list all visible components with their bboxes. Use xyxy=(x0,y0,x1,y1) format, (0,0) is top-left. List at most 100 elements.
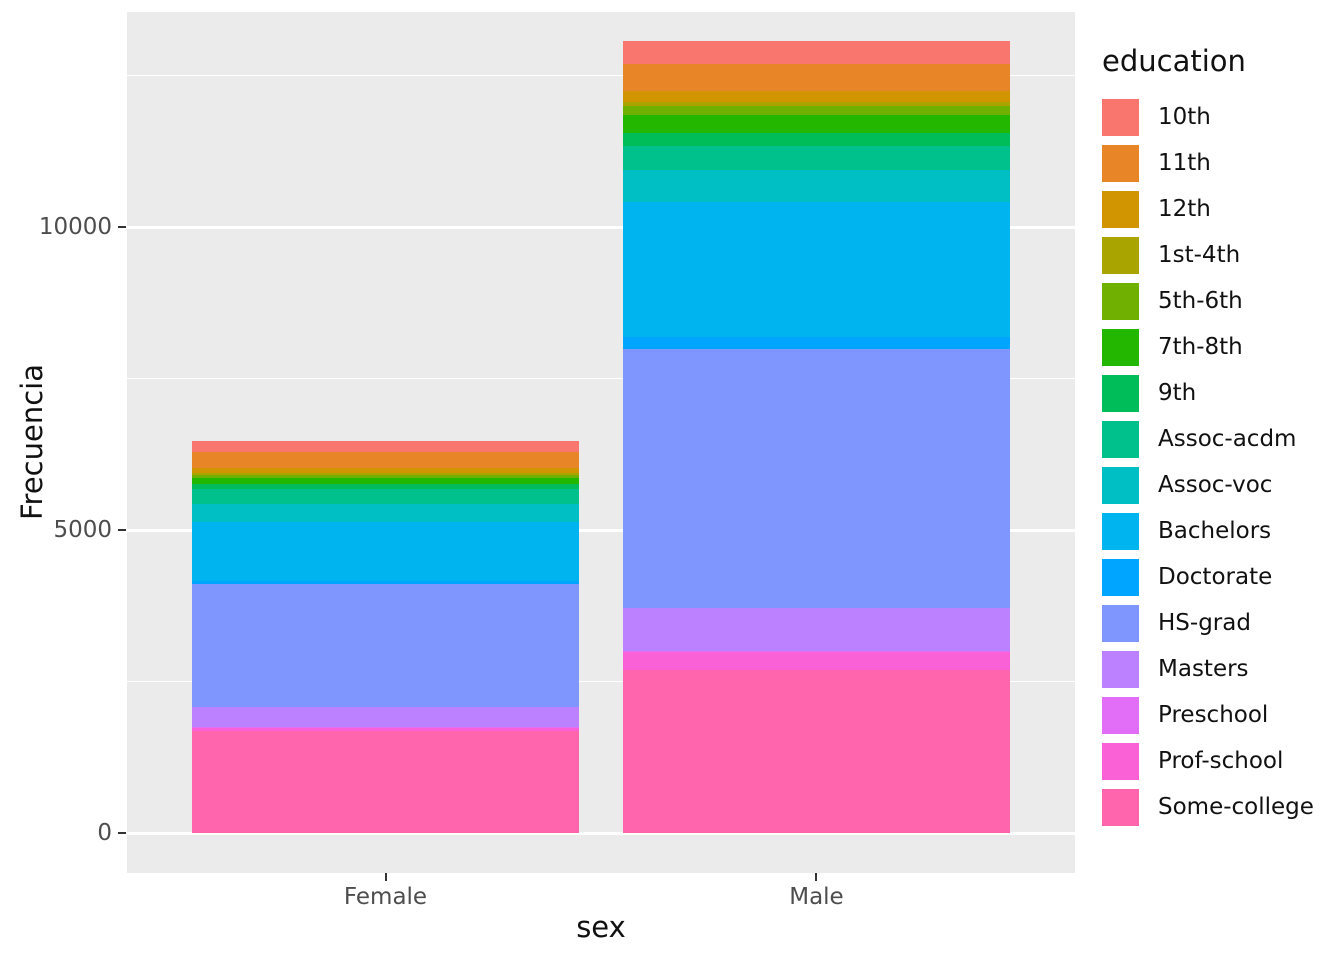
legend-item-7th-8th: 7th-8th xyxy=(1102,324,1314,370)
legend-item-bachelors: Bachelors xyxy=(1102,508,1314,554)
legend-item-assoc-acdm: Assoc-acdm xyxy=(1102,416,1314,462)
legend-item-masters: Masters xyxy=(1102,646,1314,692)
bar-segment-female-11th xyxy=(191,452,580,468)
legend-swatch-preschool xyxy=(1102,696,1139,734)
bar-female xyxy=(191,441,580,833)
bar-segment-male-preschool xyxy=(622,651,1011,653)
legend-swatch-bachelors xyxy=(1102,512,1139,550)
legend-items: 10th 11th 12th 1st-4th 5th-6th 7th-8th 9th Asso… xyxy=(1102,94,1314,830)
legend-swatch-masters xyxy=(1102,650,1139,688)
bar-segment-female-preschool xyxy=(191,726,580,728)
bar-segment-male-7th-8th xyxy=(622,114,1011,133)
legend-swatch-assoc-acdm xyxy=(1102,420,1139,458)
x-tick-label: Male xyxy=(789,884,844,910)
legend-label: 10th xyxy=(1158,104,1211,130)
legend-item-prof-school: Prof-school xyxy=(1102,738,1314,784)
bar-segment-male-assoc-acdm xyxy=(622,146,1011,170)
legend-label: Assoc-acdm xyxy=(1158,426,1297,452)
legend-swatch-assoc-voc xyxy=(1102,466,1139,504)
bar-segment-female-bachelors xyxy=(191,522,580,582)
bar-segment-male-11th xyxy=(622,64,1011,92)
legend-label: Doctorate xyxy=(1158,564,1273,590)
gridline-minor xyxy=(127,680,1075,683)
bar-segment-male-10th xyxy=(622,40,1011,65)
legend-label: Preschool xyxy=(1158,702,1269,728)
legend-swatch-doctorate xyxy=(1102,558,1139,596)
legend-item-doctorate: Doctorate xyxy=(1102,554,1314,600)
bar-segment-male-some-college xyxy=(622,669,1011,833)
gridline-minor xyxy=(127,377,1075,380)
legend-label: 11th xyxy=(1158,150,1211,176)
y-tick-mark xyxy=(118,226,126,229)
legend-item-10th: 10th xyxy=(1102,94,1314,140)
gridline-major xyxy=(127,528,1075,532)
bar-segment-female-assoc-acdm xyxy=(191,488,580,505)
bar-segment-male-prof-school xyxy=(622,652,1011,670)
gridline-major xyxy=(127,225,1075,229)
legend-swatch-hs-grad xyxy=(1102,604,1139,642)
legend-label: HS-grad xyxy=(1158,610,1251,636)
bar-segment-female-9th xyxy=(191,483,580,489)
legend-item-assoc-voc: Assoc-voc xyxy=(1102,462,1314,508)
bar-segment-female-masters xyxy=(191,707,580,727)
y-axis-title: Frecuencia xyxy=(15,363,49,521)
legend-item-9th: 9th xyxy=(1102,370,1314,416)
bar-segment-male-doctorate xyxy=(622,337,1011,350)
y-tick-label: 10000 xyxy=(38,214,112,241)
y-tick-mark xyxy=(118,529,126,532)
legend-swatch-5th-6th xyxy=(1102,282,1139,320)
legend-label: Some-college xyxy=(1158,794,1314,820)
gridline-major xyxy=(127,831,1075,835)
legend-swatch-11th xyxy=(1102,144,1139,182)
legend-label: Bachelors xyxy=(1158,518,1272,544)
legend-title: education xyxy=(1102,44,1246,78)
legend-label: Prof-school xyxy=(1158,748,1284,774)
legend-item-preschool: Preschool xyxy=(1102,692,1314,738)
legend-swatch-7th-8th xyxy=(1102,328,1139,366)
x-axis-title: sex xyxy=(576,910,626,944)
legend-label: 1st-4th xyxy=(1158,242,1241,268)
legend-label: Masters xyxy=(1158,656,1249,682)
x-tick-mark xyxy=(815,873,818,881)
y-tick-label: 0 xyxy=(97,820,112,846)
legend-label: 9th xyxy=(1158,380,1197,406)
x-tick-label: Female xyxy=(343,884,428,910)
x-tick-mark xyxy=(384,873,387,881)
bar-segment-female-some-college xyxy=(191,730,580,833)
bar-segment-female-1st-4th xyxy=(191,473,580,475)
legend-item-11th: 11th xyxy=(1102,140,1314,186)
legend-swatch-10th xyxy=(1102,98,1139,136)
bar-segment-female-doctorate xyxy=(191,581,580,585)
legend-swatch-9th xyxy=(1102,374,1139,412)
bar-segment-female-7th-8th xyxy=(191,477,580,484)
legend-swatch-1st-4th xyxy=(1102,236,1139,274)
bar-segment-female-10th xyxy=(191,441,580,453)
bar-male xyxy=(622,40,1011,833)
bar-segment-male-assoc-voc xyxy=(622,169,1011,202)
bar-segment-male-bachelors xyxy=(622,201,1011,338)
bar-segment-male-masters xyxy=(622,607,1011,652)
bar-segment-female-hs-grad xyxy=(191,584,580,708)
legend-item-hs-grad: HS-grad xyxy=(1102,600,1314,646)
bar-segment-male-hs-grad xyxy=(622,349,1011,608)
legend-label: 12th xyxy=(1158,196,1211,222)
legend-swatch-12th xyxy=(1102,190,1139,228)
y-tick-label: 5000 xyxy=(53,517,112,544)
plot-panel xyxy=(127,12,1075,873)
legend-label: 5th-6th xyxy=(1158,288,1243,314)
legend-swatch-some-college xyxy=(1102,788,1139,826)
legend-item-12th: 12th xyxy=(1102,186,1314,232)
bar-segment-male-5th-6th xyxy=(622,105,1011,115)
legend-item-some-college: Some-college xyxy=(1102,784,1314,830)
gridline-minor xyxy=(127,74,1075,77)
legend: education 10th 11th 12th 1st-4th 5th-6th 7th-… xyxy=(1102,44,1314,830)
bar-segment-female-assoc-voc xyxy=(191,504,580,523)
bar-segment-male-12th xyxy=(622,91,1011,102)
legend-item-1st-4th: 1st-4th xyxy=(1102,232,1314,278)
bar-segment-female-prof-school xyxy=(191,727,580,731)
legend-item-5th-6th: 5th-6th xyxy=(1102,278,1314,324)
legend-label: 7th-8th xyxy=(1158,334,1243,360)
bar-segment-female-12th xyxy=(191,467,580,474)
legend-label: Assoc-voc xyxy=(1158,472,1273,498)
bar-segment-male-9th xyxy=(622,132,1011,147)
